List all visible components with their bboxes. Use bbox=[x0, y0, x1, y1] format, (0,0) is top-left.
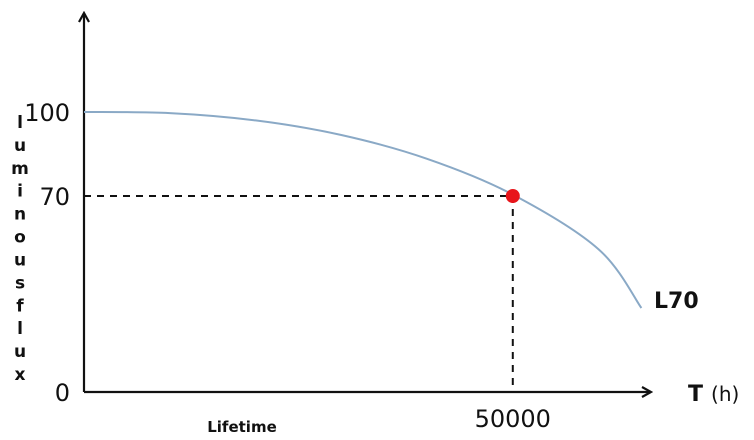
x-region-label: Lifetime bbox=[207, 418, 277, 436]
y-axis-label-letter: m bbox=[11, 159, 29, 179]
data-point-marker bbox=[505, 189, 520, 203]
y-axis-label-letter: n bbox=[14, 205, 26, 225]
y-axis-label-letter: x bbox=[15, 365, 26, 385]
series-label-l70: L70 bbox=[654, 289, 699, 314]
x-axis-label-symbol: T bbox=[688, 382, 703, 407]
y-axis-label-letter: l bbox=[17, 319, 23, 339]
y-axis-label-letter: l bbox=[17, 113, 23, 133]
x-axis-label: T (h) bbox=[688, 382, 739, 407]
y-axis-label-letter: u bbox=[14, 136, 26, 156]
y-axis-label-letter: i bbox=[17, 182, 23, 202]
y-tick-label-100: 100 bbox=[24, 99, 70, 127]
x-tick-label-50000: 50000 bbox=[475, 405, 551, 433]
series-line-l70 bbox=[83, 111, 643, 309]
y-axis-label-letter: o bbox=[14, 228, 26, 248]
y-axis-label-letter: u bbox=[14, 342, 26, 362]
y-axis-label-letter: s bbox=[15, 273, 25, 293]
y-tick-label-0: 0 bbox=[55, 379, 70, 407]
y-tick-label-70: 70 bbox=[39, 183, 70, 211]
y-axis-label-letter: u bbox=[14, 250, 26, 270]
x-axis-label-unit: (h) bbox=[711, 382, 739, 406]
y-axis-label-letter: f bbox=[16, 296, 24, 316]
